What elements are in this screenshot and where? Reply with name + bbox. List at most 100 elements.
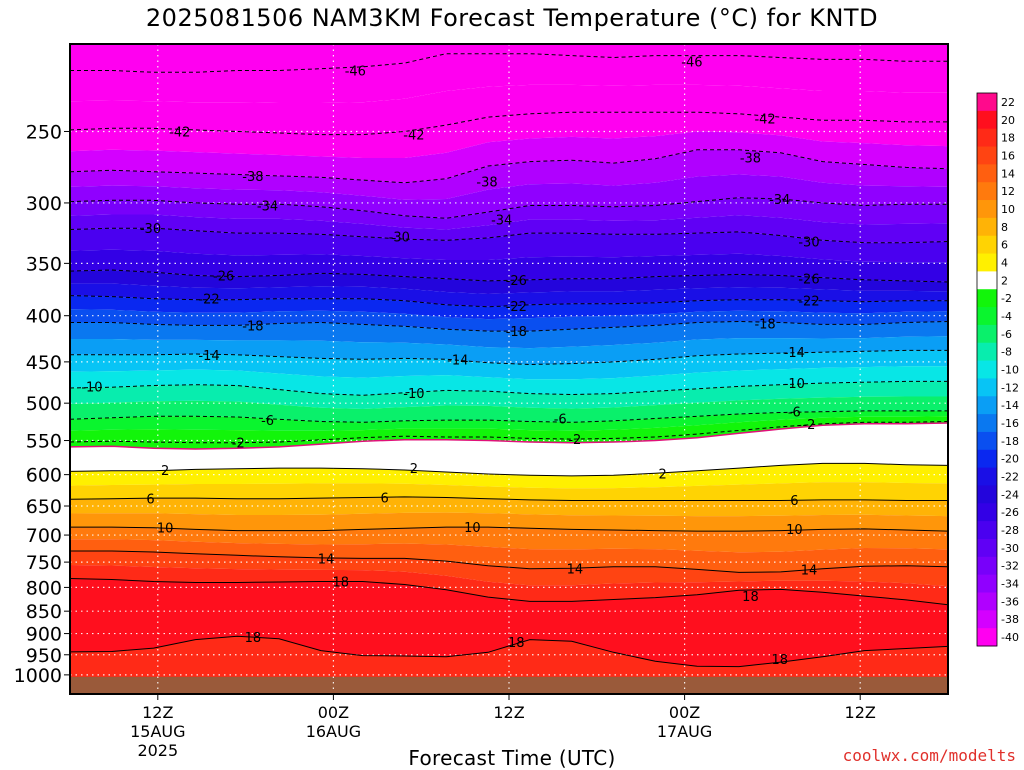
colorbar-swatch [977, 307, 997, 326]
contour-label: 18 [332, 575, 349, 590]
colorbar-label: -6 [1001, 328, 1012, 341]
colorbar-label: -36 [1001, 595, 1019, 608]
temperature-band [70, 197, 948, 230]
temperature-band [70, 381, 948, 409]
colorbar-label: 6 [1001, 239, 1008, 252]
temperature-band [70, 463, 948, 489]
colorbar-swatch [977, 342, 997, 362]
colorbar-swatch [977, 378, 997, 397]
contour-label: -10 [81, 380, 102, 395]
colorbar-label: -22 [1001, 471, 1019, 484]
contour-label: -42 [403, 129, 424, 144]
contour-label: -30 [389, 231, 410, 246]
temperature-band [70, 283, 948, 307]
contour-label: 10 [786, 523, 803, 538]
temperature-band [70, 336, 948, 365]
colorbar-swatch [977, 556, 997, 576]
colorbar-swatch [977, 146, 997, 165]
contour-label: -2 [802, 418, 815, 433]
contour-label: -46 [345, 65, 366, 80]
colorbar-label: -4 [1001, 310, 1012, 323]
x-tick-label: 15AUG [130, 722, 185, 741]
y-tick-label: 500 [26, 393, 62, 415]
temperature-band [70, 214, 948, 243]
colorbar-swatch [977, 164, 997, 183]
colorbar-label: 14 [1001, 167, 1015, 180]
colorbar-swatch [977, 414, 997, 433]
colorbar-swatch [977, 574, 997, 593]
y-tick-label: 900 [26, 624, 62, 646]
contour-label: -38 [740, 151, 761, 166]
colorbar-swatch [977, 628, 997, 647]
isotherm-line [70, 149, 948, 184]
x-tick-label: 12Z [493, 703, 524, 722]
contour-label: 10 [464, 521, 481, 536]
y-tick-label: 1000 [14, 665, 62, 687]
contour-label: -14 [198, 349, 219, 364]
y-tick-label: 300 [26, 193, 62, 215]
contour-label: 18 [742, 590, 759, 605]
colorbar-label: 22 [1001, 96, 1015, 109]
colorbar-label: -24 [1001, 488, 1019, 501]
temperature-band [70, 131, 948, 183]
colorbar-swatch [977, 324, 997, 344]
contour-label: -18 [506, 325, 527, 340]
colorbar-label: -8 [1001, 346, 1012, 359]
colorbar-swatch [977, 217, 997, 237]
y-tick-label: 600 [26, 465, 62, 487]
freezing-level-line [70, 422, 948, 450]
colorbar-swatch [977, 235, 997, 255]
colorbar-label: -40 [1001, 631, 1019, 644]
colorbar-frame [976, 92, 998, 647]
contour-label: -6 [554, 413, 567, 428]
colorbar-label: 10 [1001, 203, 1015, 216]
contour-label: -10 [784, 377, 805, 392]
y-tick-label: 450 [26, 352, 62, 374]
contour-label: -22 [198, 293, 219, 308]
colorbar-swatch [977, 592, 997, 611]
colorbar-label: -28 [1001, 524, 1019, 537]
colorbar-label: -18 [1001, 435, 1019, 448]
grid-lines [70, 44, 948, 694]
contour-label: -34 [491, 214, 512, 229]
contour-label: 18 [508, 636, 525, 651]
colorbar-swatch [977, 128, 997, 148]
isotherm-lines: -46 -46 -42 -42 -42 -38 -38 -38 -34 -34 -34 -30 -30 -… [70, 53, 948, 668]
contour-label: -34 [257, 200, 278, 215]
y-tick-label: 800 [26, 577, 62, 599]
contour-label: 2 [410, 462, 418, 477]
x-tick-label: 00Z [669, 703, 700, 722]
colorbar-swatch [977, 289, 997, 308]
temperature-band [70, 512, 948, 532]
colorbar-label: -26 [1001, 506, 1019, 519]
temperature-band [70, 228, 948, 263]
x-tick-label: 17AUG [657, 722, 712, 741]
colorbar-label: -2 [1001, 292, 1012, 305]
colorbar-swatch [977, 271, 997, 290]
contour-label: 18 [771, 653, 788, 668]
credit-link[interactable]: coolwx.com/modelts [842, 746, 1016, 765]
contour-label: -10 [403, 387, 424, 402]
isotherm-line [70, 526, 948, 532]
colorbar-label: -12 [1001, 381, 1019, 394]
contour-label: 2 [659, 467, 667, 482]
temperature-band [70, 482, 948, 501]
contour-label: -38 [476, 175, 497, 190]
colorbar-label: -16 [1001, 417, 1019, 430]
chart-title: 2025081506 NAM3KM Forecast Temperature (… [145, 4, 879, 32]
y-tick-label: 950 [26, 645, 62, 667]
isotherm-line [70, 550, 948, 573]
contour-label: -34 [769, 193, 790, 208]
temperature-band [70, 565, 948, 605]
contour-label: -26 [798, 273, 819, 288]
contour-label: -14 [447, 353, 468, 368]
x-tick-label: 2025 [137, 741, 178, 760]
temperature-fill [70, 44, 948, 694]
y-tick-label: 700 [26, 525, 62, 547]
temperature-band [70, 149, 948, 200]
colorbar-swatch [977, 521, 997, 540]
colorbar-label: -14 [1001, 399, 1019, 412]
y-tick-label: 400 [26, 306, 62, 328]
x-tick-label: 12Z [142, 703, 173, 722]
colorbar-label: -20 [1001, 453, 1019, 466]
